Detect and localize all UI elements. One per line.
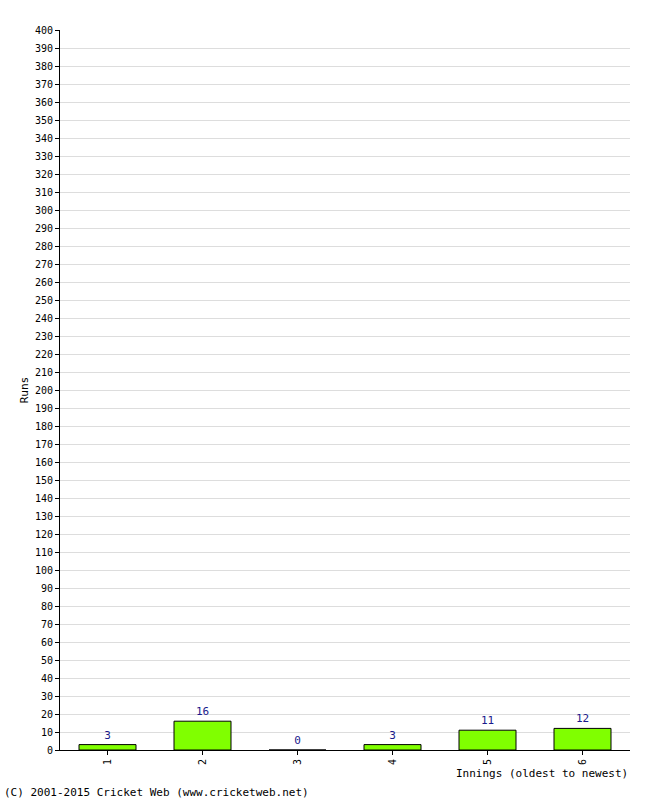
- svg-text:2: 2: [197, 759, 208, 765]
- svg-text:110: 110: [35, 547, 53, 558]
- svg-text:0: 0: [47, 745, 53, 756]
- svg-text:130: 130: [35, 511, 53, 522]
- svg-text:320: 320: [35, 169, 53, 180]
- svg-text:330: 330: [35, 151, 53, 162]
- svg-text:1: 1: [102, 759, 113, 765]
- svg-text:5: 5: [482, 759, 493, 765]
- svg-text:340: 340: [35, 133, 53, 144]
- svg-text:11: 11: [481, 714, 494, 727]
- svg-text:390: 390: [35, 43, 53, 54]
- svg-text:60: 60: [41, 637, 53, 648]
- svg-text:(C) 2001-2015 Cricket Web (www: (C) 2001-2015 Cricket Web (www.cricketwe…: [4, 786, 309, 799]
- svg-text:160: 160: [35, 457, 53, 468]
- svg-text:3: 3: [389, 729, 396, 742]
- svg-text:210: 210: [35, 367, 53, 378]
- svg-text:230: 230: [35, 331, 53, 342]
- svg-text:140: 140: [35, 493, 53, 504]
- svg-text:Runs: Runs: [18, 377, 31, 404]
- svg-text:180: 180: [35, 421, 53, 432]
- svg-text:10: 10: [41, 727, 53, 738]
- svg-text:220: 220: [35, 349, 53, 360]
- svg-text:20: 20: [41, 709, 53, 720]
- svg-text:170: 170: [35, 439, 53, 450]
- svg-text:50: 50: [41, 655, 53, 666]
- svg-text:100: 100: [35, 565, 53, 576]
- svg-text:300: 300: [35, 205, 53, 216]
- svg-text:4: 4: [387, 759, 398, 765]
- svg-text:40: 40: [41, 673, 53, 684]
- svg-text:120: 120: [35, 529, 53, 540]
- svg-text:400: 400: [35, 25, 53, 36]
- svg-text:310: 310: [35, 187, 53, 198]
- svg-text:190: 190: [35, 403, 53, 414]
- svg-text:370: 370: [35, 79, 53, 90]
- svg-text:Innings (oldest to newest): Innings (oldest to newest): [456, 767, 628, 780]
- svg-text:200: 200: [35, 385, 53, 396]
- svg-text:260: 260: [35, 277, 53, 288]
- svg-text:350: 350: [35, 115, 53, 126]
- svg-text:150: 150: [35, 475, 53, 486]
- svg-text:0: 0: [294, 734, 301, 747]
- svg-text:80: 80: [41, 601, 53, 612]
- svg-text:90: 90: [41, 583, 53, 594]
- svg-text:270: 270: [35, 259, 53, 270]
- svg-text:380: 380: [35, 61, 53, 72]
- svg-text:6: 6: [577, 759, 588, 765]
- svg-text:12: 12: [576, 712, 589, 725]
- svg-text:70: 70: [41, 619, 53, 630]
- svg-text:280: 280: [35, 241, 53, 252]
- svg-text:16: 16: [196, 705, 209, 718]
- svg-text:30: 30: [41, 691, 53, 702]
- svg-text:250: 250: [35, 295, 53, 306]
- svg-text:3: 3: [104, 729, 111, 742]
- svg-text:360: 360: [35, 97, 53, 108]
- svg-text:290: 290: [35, 223, 53, 234]
- svg-text:3: 3: [292, 759, 303, 765]
- svg-text:240: 240: [35, 313, 53, 324]
